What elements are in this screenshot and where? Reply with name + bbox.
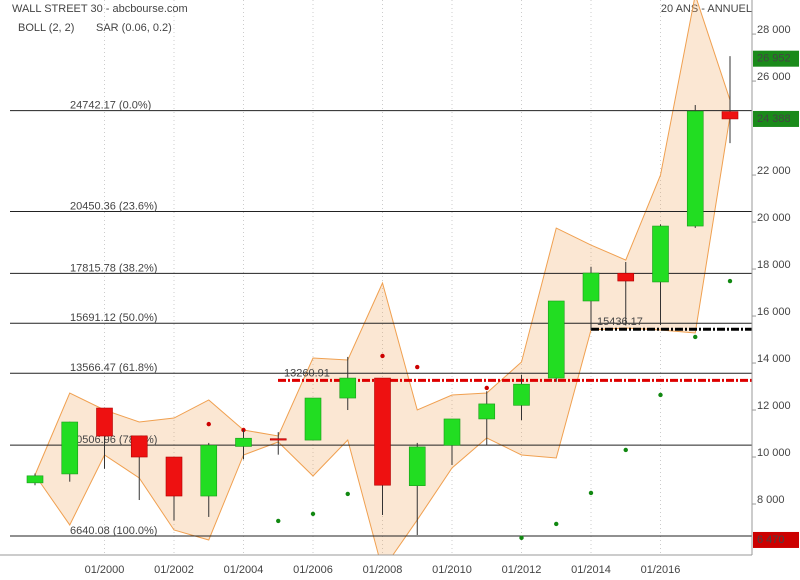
- fib-label: 24742.17 (0.0%): [70, 100, 151, 112]
- band-upper: [34, 0, 731, 476]
- y-tick-label: 26 000: [757, 71, 791, 83]
- y-tick-label: 10 000: [757, 447, 791, 459]
- y-tick-label: 8 000: [757, 494, 785, 506]
- sar-dot: [519, 535, 524, 541]
- x-tick-label: 01/2010: [432, 564, 472, 576]
- x-tick-label: 01/2006: [293, 564, 333, 576]
- fib-label: 6640.08 (100.0%): [70, 525, 157, 537]
- chart-subtitle: 20 ANS - ANNUEL: [661, 3, 752, 15]
- sar-dot: [415, 364, 420, 370]
- plot-area: 24742.17 (0.0%) 20450.36 (23.6%) 17815.78 …: [10, 0, 752, 555]
- x-tick-label: 01/2012: [502, 564, 542, 576]
- y-tick-label: 14 000: [757, 353, 791, 365]
- candle-body: [547, 300, 565, 379]
- chart-title: WALL STREET 30 - abcbourse.com: [12, 3, 188, 15]
- candle-body: [408, 446, 426, 486]
- band-lower: [34, 115, 731, 555]
- y-tick-label: 18 000: [757, 259, 791, 271]
- y-tick-label: 20 000: [757, 212, 791, 224]
- fib-label: 20450.36 (23.6%): [70, 200, 157, 212]
- sar-dot: [380, 353, 385, 359]
- candle-body: [339, 377, 357, 399]
- candle-body: [269, 438, 287, 441]
- level-label: 13260.91: [284, 367, 330, 379]
- candle-body: [165, 456, 183, 497]
- level-label: 15436.17: [597, 316, 643, 328]
- candle-body: [304, 397, 322, 441]
- candle-body: [582, 272, 600, 302]
- candle-body: [513, 383, 530, 406]
- candle-body: [478, 403, 496, 420]
- y-tick-label: 22 000: [757, 165, 791, 177]
- price-tag-label: 26 952: [757, 53, 791, 65]
- candle-body: [617, 272, 635, 282]
- candle-body: [374, 377, 391, 486]
- price-tag: [753, 110, 799, 127]
- candle-body: [130, 435, 148, 458]
- sar-dot: [310, 511, 316, 517]
- legend-label: BOLL (2, 2): [18, 22, 74, 34]
- sar-dot: [345, 491, 350, 497]
- sar-dot: [658, 392, 663, 398]
- price-tag: [753, 531, 799, 548]
- fib-label: 17815.78 (38.2%): [70, 262, 157, 274]
- fib-label: 15691.12 (50.0%): [70, 312, 157, 324]
- x-tick-label: 01/2014: [571, 564, 611, 576]
- candle-body: [443, 418, 461, 446]
- sar-dot: [693, 334, 698, 340]
- candle-body: [686, 110, 704, 227]
- sar-dot: [484, 385, 489, 391]
- candle-body: [235, 437, 252, 447]
- sar-dot: [727, 278, 733, 284]
- sar-dot: [623, 447, 628, 453]
- candle-body: [26, 475, 44, 484]
- x-tick-label: 01/2008: [363, 564, 403, 576]
- x-tick-label: 01/2004: [224, 564, 264, 576]
- band-fill: [35, 0, 730, 555]
- sar-dot: [206, 421, 211, 427]
- y-tick-label: 12 000: [757, 400, 791, 412]
- candle-body: [61, 421, 79, 475]
- sar-dot: [554, 521, 559, 527]
- price-tag-label: 24 388: [757, 113, 791, 125]
- x-tick-label: 01/2016: [641, 564, 681, 576]
- legend-label: SAR (0.06, 0.2): [96, 22, 172, 34]
- candle-body: [200, 444, 218, 497]
- x-tick-label: 01/2000: [85, 564, 125, 576]
- sar-dot: [241, 427, 246, 433]
- x-tick-label: 01/2002: [154, 564, 194, 576]
- candle-body: [96, 407, 113, 437]
- price-tag: [753, 50, 799, 67]
- sar-dot: [276, 518, 281, 524]
- y-tick-label: 28 000: [757, 24, 791, 36]
- fib-label: 13566.47 (61.8%): [70, 362, 157, 374]
- sar-dot: [588, 490, 594, 496]
- price-tag-label: 6 470: [757, 534, 785, 546]
- y-tick-label: 16 000: [757, 306, 791, 318]
- candle-body: [721, 111, 739, 120]
- candle-body: [652, 225, 669, 283]
